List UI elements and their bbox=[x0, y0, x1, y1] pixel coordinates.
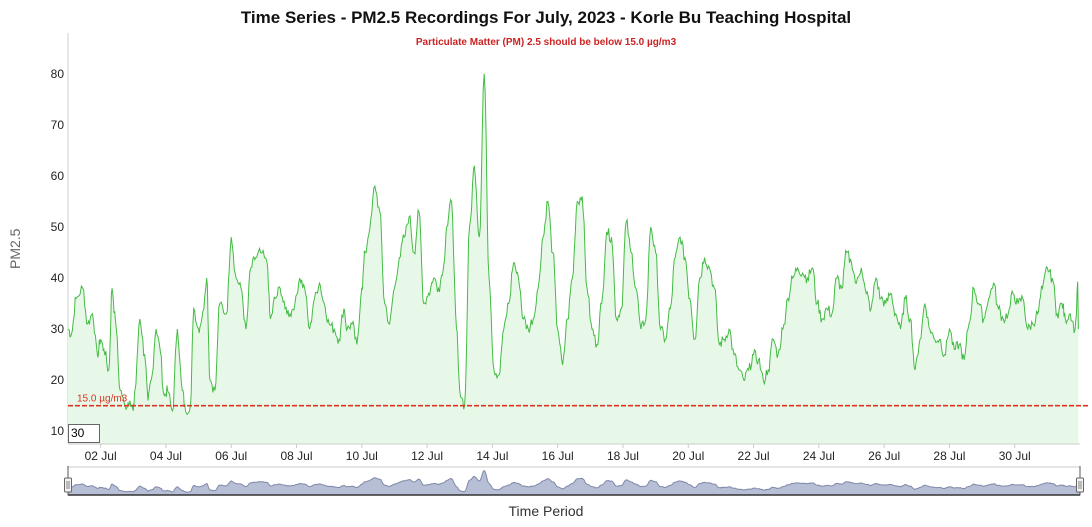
navigator-series bbox=[67, 469, 1081, 496]
threshold-label: 15.0 µg/m3 bbox=[77, 394, 128, 405]
y-tick-label: 70 bbox=[51, 118, 65, 132]
x-tick-label: 14 Jul bbox=[476, 449, 508, 463]
rolling-period-input[interactable]: 30 bbox=[68, 424, 100, 443]
y-axis: 10 20 30 40 50 60 70 80 bbox=[51, 67, 65, 438]
x-tick-label: 24 Jul bbox=[803, 449, 835, 463]
x-tick-label: 02 Jul bbox=[85, 449, 117, 463]
y-tick-label: 60 bbox=[51, 169, 65, 183]
x-axis-label-text: Time Period bbox=[508, 503, 584, 519]
y-tick-label: 30 bbox=[51, 322, 65, 336]
x-axis-label: Time Period bbox=[0, 503, 1092, 519]
x-tick-label: 28 Jul bbox=[933, 449, 965, 463]
plot-area: 15.0 µg/m3 bbox=[67, 33, 1090, 445]
y-tick-label: 20 bbox=[51, 373, 65, 387]
navigator-right-handle[interactable] bbox=[1076, 477, 1084, 493]
x-tick-label: 26 Jul bbox=[868, 449, 900, 463]
x-tick-label: 06 Jul bbox=[215, 449, 247, 463]
x-tick-label: 10 Jul bbox=[346, 449, 378, 463]
x-tick-label: 22 Jul bbox=[738, 449, 770, 463]
y-tick-label: 40 bbox=[51, 271, 65, 285]
chart-title: Time Series - PM2.5 Recordings For July,… bbox=[240, 8, 852, 27]
y-tick-label: 50 bbox=[51, 220, 65, 234]
y-tick-label: 80 bbox=[51, 67, 65, 81]
y-tick-label: 10 bbox=[51, 424, 65, 438]
x-tick-label: 04 Jul bbox=[150, 449, 182, 463]
navigator-left-handle[interactable] bbox=[64, 477, 72, 493]
pm25-line bbox=[67, 73, 1079, 415]
x-axis: 02 Jul 04 Jul 06 Jul 08 Jul 10 Jul 12 Jul 14 J… bbox=[85, 444, 1031, 463]
x-tick-label: 16 Jul bbox=[542, 449, 574, 463]
x-tick-label: 08 Jul bbox=[281, 449, 313, 463]
x-tick-label: 20 Jul bbox=[672, 449, 704, 463]
pm25-area bbox=[68, 73, 1079, 445]
x-tick-label: 12 Jul bbox=[411, 449, 443, 463]
chart-subtitle: Particulate Matter (PM) 2.5 should be be… bbox=[415, 37, 677, 48]
x-tick-label: 30 Jul bbox=[999, 449, 1031, 463]
x-tick-label: 18 Jul bbox=[607, 449, 639, 463]
navigator[interactable] bbox=[64, 466, 1084, 496]
